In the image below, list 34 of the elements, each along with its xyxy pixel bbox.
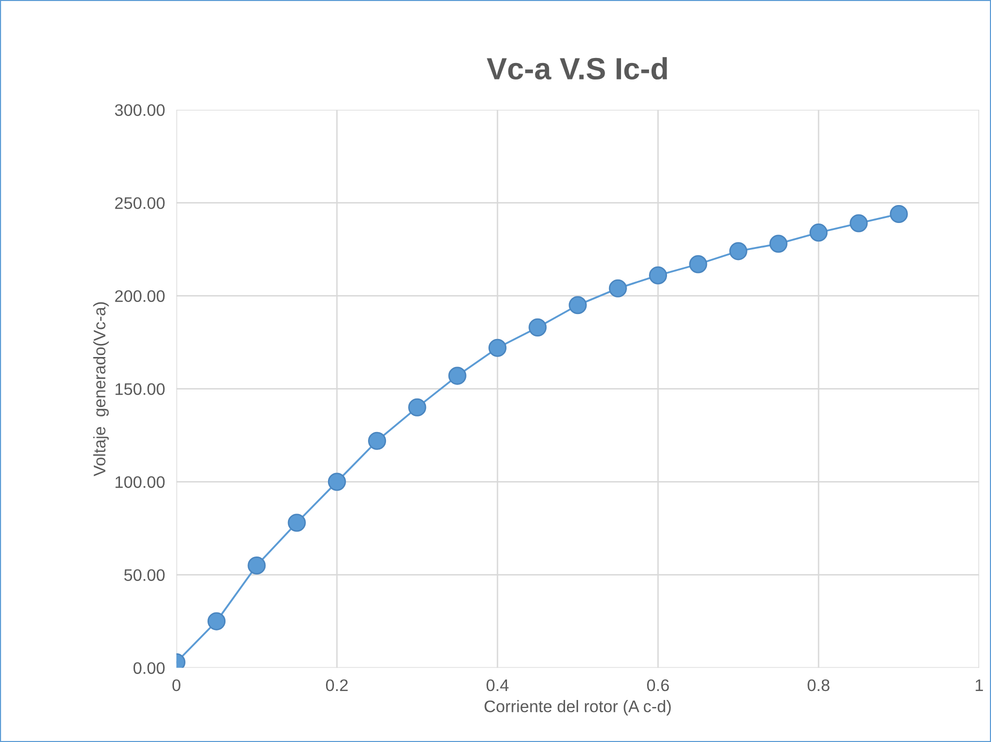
y-tick-label: 100.00 [116,476,165,488]
y-tick-label: 150.00 [116,383,165,396]
point [810,224,828,242]
point [328,472,346,491]
point [528,318,547,336]
point [248,556,266,575]
x-tick-label: 0.4 [486,679,509,692]
point [890,204,908,223]
x-tick-label: 0.6 [647,679,669,692]
point [648,266,668,284]
point [448,366,466,385]
x-tick-label: 0 [172,679,180,692]
point [208,612,226,630]
point [288,514,306,532]
point [729,242,748,260]
y-axis-title: Voltaje generado(Vc-a) [93,302,109,476]
x-tick-label: 0.8 [808,679,830,692]
chart-title: Vc-a V.S Ic-d [486,57,667,80]
point [408,398,426,416]
y-tick-label: 0.00 [134,662,165,674]
point [850,214,868,232]
point [769,234,788,253]
x-tick-label: 0.2 [326,679,348,692]
point [488,338,507,357]
y-tick-label: 300.00 [114,104,165,116]
point [608,279,627,298]
x-tick-label: 1 [976,680,983,691]
point [368,432,386,450]
point [568,296,587,314]
x-axis-title: Corriente del rotor (A c-d) [484,700,671,716]
y-tick-label: 200.00 [115,290,165,302]
y-tick-label: 250.00 [115,197,165,210]
point [689,255,708,274]
y-tick-label: 50.00 [124,569,165,582]
